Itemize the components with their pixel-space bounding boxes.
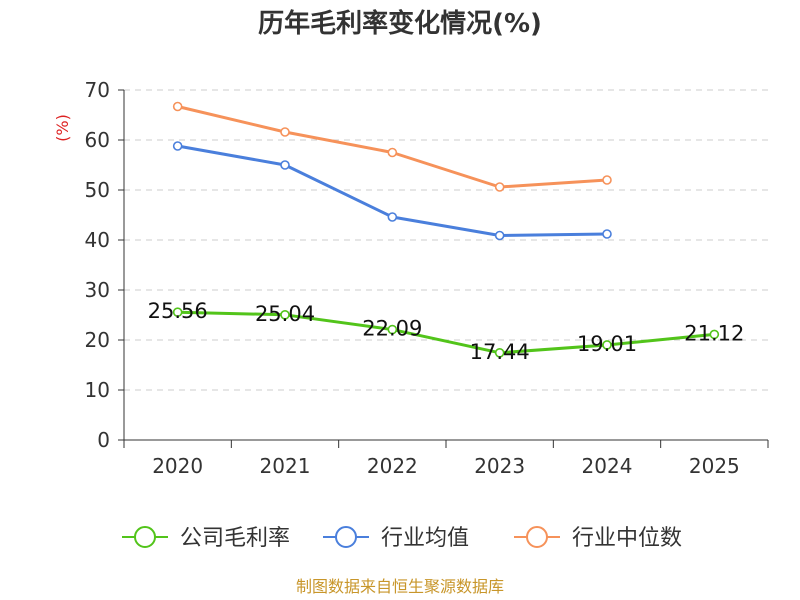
y-tick-label: 20: [85, 328, 110, 352]
y-tick-label: 30: [85, 278, 110, 302]
y-tick-label: 60: [85, 128, 110, 152]
series-line-0: [177, 310, 715, 355]
data-point-s2-2023[interactable]: [494, 182, 505, 192]
data-point-s1-2023[interactable]: [494, 230, 505, 241]
legend-marker-icon: [526, 526, 548, 548]
data-point-s1-2022[interactable]: [387, 212, 398, 222]
legend-marker-icon: [335, 526, 357, 548]
data-label-2020: 25.56: [148, 299, 208, 323]
data-point-s0-2020[interactable]: [172, 307, 183, 318]
data-point-s2-2024[interactable]: [602, 175, 612, 185]
data-point-s0-2022[interactable]: [387, 324, 398, 335]
x-tick-label-2024: 2024: [582, 454, 633, 478]
data-point-s0-2023[interactable]: [494, 347, 505, 358]
data-point-s1-2021[interactable]: [280, 160, 290, 170]
data-label-2022: 22.09: [362, 317, 422, 341]
data-point-s2-2020[interactable]: [172, 101, 183, 112]
y-tick-label: 40: [85, 228, 110, 252]
y-tick-label: 50: [85, 178, 110, 202]
grid-lines: [124, 89, 768, 391]
data-point-s0-2025[interactable]: [709, 329, 720, 340]
data-point-s1-2024[interactable]: [602, 229, 612, 239]
data-label-2023: 17.44: [470, 340, 530, 364]
legend-item-0[interactable]: 公司毛利率: [122, 526, 290, 551]
x-tick-label-2022: 2022: [367, 454, 418, 478]
data-point-s2-2021[interactable]: [280, 127, 290, 137]
source-note: 制图数据来自恒生聚源数据库: [296, 577, 504, 596]
data-point-s1-2020[interactable]: [172, 141, 183, 151]
data-label-2024: 19.01: [577, 332, 637, 356]
data-point-s0-2021[interactable]: [280, 309, 290, 320]
chart-title: 历年毛利率变化情况(%): [258, 8, 542, 39]
legend-item-2[interactable]: 行业中位数: [514, 526, 682, 551]
x-tick-label-2021: 2021: [260, 454, 311, 478]
y-axis-unit-label: (%): [53, 114, 72, 142]
data-point-s0-2024[interactable]: [602, 340, 612, 350]
legend-label: 公司毛利率: [180, 526, 290, 551]
data-point-s2-2022[interactable]: [387, 147, 398, 158]
x-tick-label-2020: 2020: [152, 454, 203, 478]
series-line-1: [177, 144, 608, 237]
data-label-2021: 25.04: [255, 302, 315, 326]
legend: 公司毛利率 行业均值 行业中位数: [122, 526, 682, 551]
x-tick-label-2025: 2025: [689, 454, 740, 478]
legend-label: 行业中位数: [572, 526, 682, 551]
legend-label: 行业均值: [381, 526, 469, 551]
y-tick-label: 70: [85, 78, 110, 102]
data-labels: 25.56 25.04 22.09 17.44 19.01 21.12: [148, 299, 745, 364]
series-line-2: [177, 105, 608, 189]
series-lines: [172, 101, 720, 358]
x-tick-label-2023: 2023: [474, 454, 525, 478]
legend-marker-icon: [134, 526, 156, 548]
y-tick-label: 0: [97, 428, 110, 452]
data-label-2025: 21.12: [684, 321, 744, 345]
y-tick-label: 10: [85, 378, 110, 402]
legend-item-1[interactable]: 行业均值: [323, 526, 469, 551]
axes: 0 10 20 30 40 50 60 70 2020 2021 2022 2023 2024 2025: [85, 78, 769, 478]
